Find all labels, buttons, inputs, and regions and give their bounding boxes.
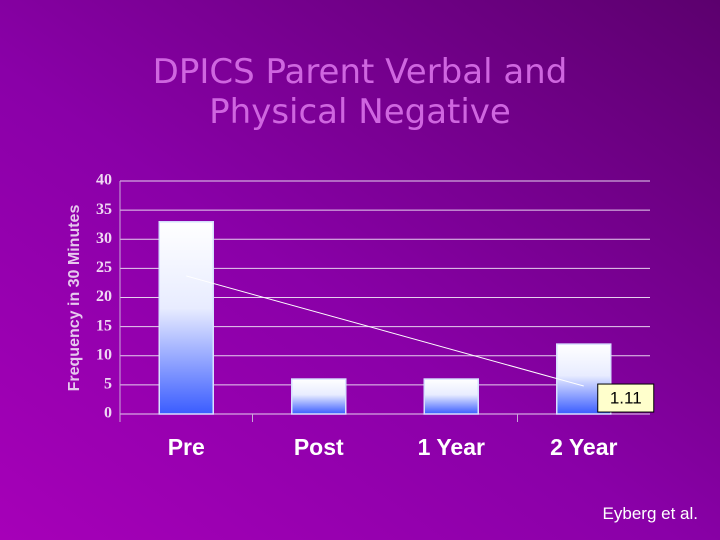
y-axis-label: Frequency in 30 Minutes [66,205,83,392]
y-tick-label: 30 [96,230,112,247]
x-tick-label: Pre [168,434,205,460]
trendline [186,275,584,387]
chart-title: DPICS Parent Verbal and Physical Negativ… [152,52,568,132]
y-tick-label: 5 [104,376,112,393]
y-tick-label: 25 [96,259,112,276]
x-tick-label: 1 Year [418,434,485,460]
y-tick-label: 40 [96,172,112,189]
bar [291,378,347,415]
annotation-box [597,383,655,413]
y-tick-label: 0 [104,405,112,422]
annotation: 1.11 [610,389,642,408]
y-tick-label: 10 [96,346,112,363]
x-tick-label: Post [294,434,344,460]
source-note: Eyberg et al. [602,504,698,523]
bar [423,378,479,415]
y-tick-label: 35 [96,201,112,218]
bar [158,221,214,415]
x-tick-label: 2 Year [550,434,617,460]
y-tick-label: 20 [96,288,112,305]
y-tick-label: 15 [96,317,112,334]
